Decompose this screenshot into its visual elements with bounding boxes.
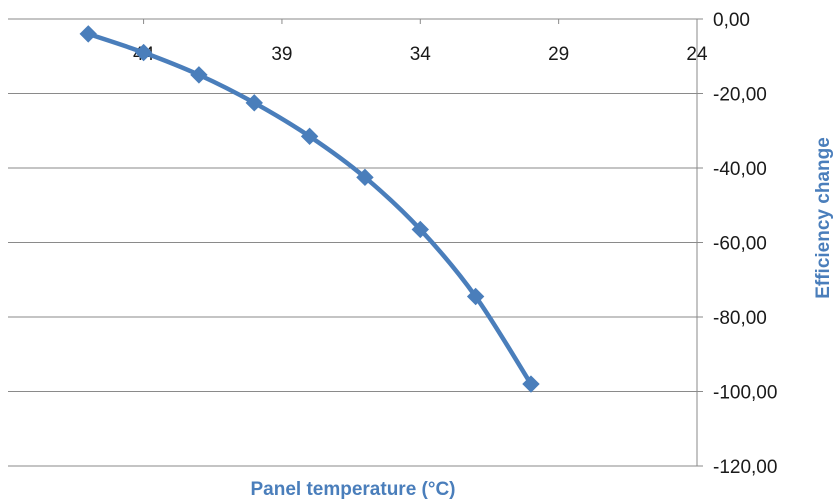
x-axis-title: Panel temperature (°C) [250, 479, 455, 500]
gridlines [8, 93, 697, 467]
y-tick-label: 0,00 [713, 10, 750, 31]
data-point [411, 220, 430, 239]
y-tick-label: -120,00 [713, 457, 777, 478]
y-tick-label: -20,00 [713, 85, 767, 106]
data-point [79, 25, 97, 43]
x-tick-label: 24 [686, 44, 708, 65]
series-markers [79, 25, 540, 393]
data-point [522, 375, 540, 393]
data-point [245, 94, 263, 112]
y-axis-ticks: 0,00 -20,00 -40,00 -60,00 -80,00 -100,00 -120,… [697, 10, 777, 478]
x-tick-label: 29 [548, 44, 569, 65]
data-point [134, 43, 153, 62]
x-tick-label: 39 [271, 44, 292, 65]
y-tick-label: -40,00 [713, 159, 767, 180]
x-tick-label: 34 [410, 44, 432, 65]
data-point [356, 168, 374, 187]
series-line [85, 31, 534, 387]
data-point [466, 287, 485, 306]
y-axis-title: Efficiency change [813, 137, 834, 299]
data-point [190, 66, 208, 84]
y-tick-label: -80,00 [713, 308, 767, 329]
data-point [300, 127, 319, 146]
y-tick-label: -100,00 [713, 383, 777, 404]
y-tick-label: -60,00 [713, 234, 767, 255]
